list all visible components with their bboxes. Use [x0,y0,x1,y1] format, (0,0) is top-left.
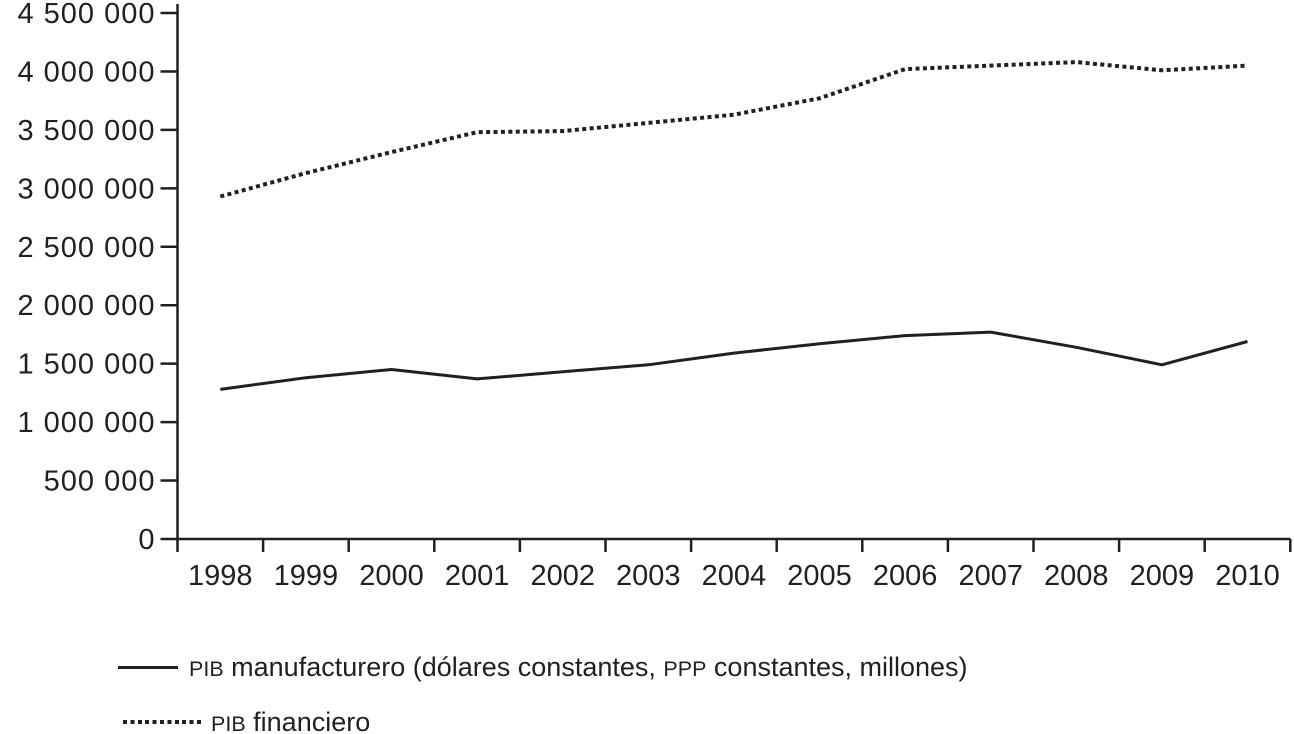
y-axis-tick-label: 3 500 000 [17,115,155,147]
legend-label-text-part: manufacturero (dólares constantes, [223,651,664,682]
legend-entry-pib-manufacturero: PIB manufacturero (dólares constantes, P… [0,651,968,683]
legend-label: PIB manufacturero (dólares constantes, P… [189,652,968,683]
legend-label: PIB financiero [211,707,370,734]
x-axis-tick-label: 2009 [1130,560,1195,592]
x-axis-tick-label: 2007 [958,560,1023,592]
x-axis-tick-label: 2003 [616,560,681,592]
y-axis-tick-label: 4 500 000 [17,0,155,30]
x-axis-tick-label: 2005 [787,560,852,592]
y-axis-tick-label: 0 [138,524,155,556]
x-axis-tick-label: 2000 [359,560,424,592]
x-axis-tick-label: 1999 [274,560,339,592]
y-axis-tick-label: 1 500 000 [17,349,155,381]
series-line-pib-financiero [219,60,1248,199]
legend-label-smallcaps-part: PIB [211,711,246,734]
legend-entry-pib-financiero: PIB financiero [0,706,370,734]
y-axis-tick-label: 500 000 [44,466,156,498]
x-axis-tick-label: 2004 [702,560,767,592]
legend-label-text-part: financiero [245,706,371,734]
x-axis-tick-label: 2010 [1215,560,1280,592]
series-line-pib-manufacturero [220,330,1248,391]
x-axis-tick-label: 2008 [1044,560,1109,592]
x-axis-tick-label: 2002 [530,560,595,592]
y-axis-tick-label: 2 000 000 [17,290,155,322]
legend-label-smallcaps-part: PIB [189,656,224,681]
y-axis-tick-label: 1 000 000 [17,407,155,439]
legend-swatch-dotted-line [123,720,201,724]
y-axis-tick-label: 4 000 000 [17,56,155,88]
y-axis-tick-label: 3 000 000 [17,173,155,205]
x-axis-tick-label: 2006 [873,560,938,592]
legend-label-text-part: constantes, millones) [706,651,968,682]
chart-canvas: 0 500 000 1 000 000 1 500 000 2 000 000 2 500… [17,0,1292,592]
x-axis-tick-label: 2001 [445,560,510,592]
legend-swatch-solid-line [118,665,178,669]
y-axis-tick-label: 2 500 000 [17,232,155,264]
x-axis-tick-label: 1998 [188,560,253,592]
legend-label-smallcaps-part: PPP [663,656,707,681]
